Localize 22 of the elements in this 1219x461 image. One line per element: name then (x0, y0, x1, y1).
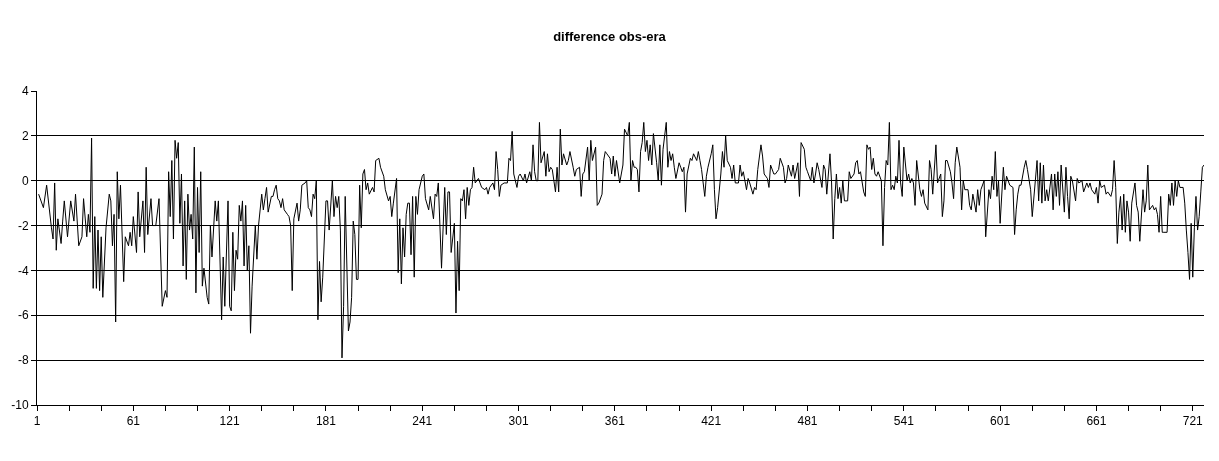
y-tick-label: 2 (21, 129, 29, 144)
x-tick-label: 541 (893, 414, 915, 429)
x-tick-label: 301 (508, 414, 529, 429)
chart-title: difference obs-era (553, 29, 667, 45)
x-tick-label: 241 (412, 414, 433, 429)
x-tick-label: 61 (126, 414, 141, 429)
x-tick-label: 601 (990, 414, 1011, 429)
x-tick-label: 181 (315, 414, 337, 429)
x-tick-label: 361 (604, 414, 626, 429)
x-tick-label: 661 (1086, 414, 1107, 429)
y-tick-label: -2 (17, 218, 29, 233)
x-tick-label: 1 (33, 414, 41, 429)
x-tick-label: 121 (219, 414, 240, 429)
y-tick-label: -4 (17, 263, 29, 278)
y-tick-label: -6 (17, 308, 29, 323)
x-tick-label: 721 (1182, 414, 1204, 429)
x-tick-label: 481 (797, 414, 818, 429)
x-tick-label: 421 (701, 414, 722, 429)
y-tick-label: -10 (11, 398, 29, 413)
y-tick-label: -8 (17, 353, 29, 368)
y-tick-label: 4 (21, 84, 29, 99)
y-tick-label: 0 (21, 173, 29, 188)
